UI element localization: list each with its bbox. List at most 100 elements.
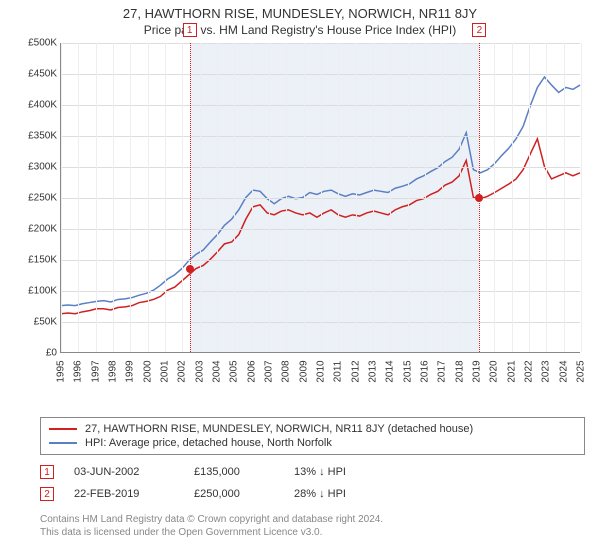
grid-line-v (356, 43, 357, 352)
grid-line-v (546, 43, 547, 352)
grid-line-v (234, 43, 235, 352)
x-axis-label: 2016 (420, 360, 431, 382)
x-axis-label: 2014 (385, 360, 396, 382)
grid-line-v (165, 43, 166, 352)
sale-marker-box: 1 (183, 23, 197, 37)
grid-line-v (529, 43, 530, 352)
x-axis-label: 2003 (194, 360, 205, 382)
y-axis-label: £250K (15, 193, 57, 204)
grid-line-v (130, 43, 131, 352)
grid-line-v (182, 43, 183, 352)
footer: Contains HM Land Registry data © Crown c… (40, 513, 585, 539)
x-axis-label: 2008 (281, 360, 292, 382)
x-axis-label: 2024 (558, 360, 569, 382)
grid-line-v (217, 43, 218, 352)
legend-swatch (49, 428, 77, 430)
y-axis-label: £500K (15, 38, 57, 49)
x-axis-label: 2013 (368, 360, 379, 382)
x-axis-label: 2023 (541, 360, 552, 382)
grid-line-v (269, 43, 270, 352)
grid-line-v (442, 43, 443, 352)
grid-line-v (460, 43, 461, 352)
chart-title: 27, HAWTHORN RISE, MUNDESLEY, NORWICH, N… (0, 0, 600, 21)
x-axis-label: 2002 (177, 360, 188, 382)
legend-item: 27, HAWTHORN RISE, MUNDESLEY, NORWICH, N… (49, 422, 576, 436)
x-axis-label: 2022 (524, 360, 535, 382)
x-axis-label: 1996 (73, 360, 84, 382)
sale-marker-line (190, 43, 191, 352)
x-axis-label: 1999 (125, 360, 136, 382)
x-axis-label: 2000 (142, 360, 153, 382)
chart-subtitle: Price paid vs. HM Land Registry's House … (0, 21, 600, 43)
y-axis-label: £0 (15, 348, 57, 359)
y-axis-label: £100K (15, 286, 57, 297)
x-axis-label: 1995 (56, 360, 67, 382)
footer-line-1: Contains HM Land Registry data © Crown c… (40, 513, 585, 526)
sale-price: £135,000 (194, 466, 274, 478)
plot-area: 1995199619971998199920002001200220032004… (60, 43, 580, 353)
sale-price: £250,000 (194, 488, 274, 500)
chart-area: 1995 1996 1997 1998 1999 2000 2001 2002 2003 2004… (15, 43, 585, 383)
grid-line-v (390, 43, 391, 352)
x-axis-label: 2020 (489, 360, 500, 382)
sale-pct: 28% ↓ HPI (294, 488, 394, 500)
legend-label: HPI: Average price, detached house, Nort… (85, 437, 332, 449)
grid-line-v (564, 43, 565, 352)
y-axis-label: £450K (15, 69, 57, 80)
grid-line-v (200, 43, 201, 352)
sale-date: 22-FEB-2019 (74, 488, 174, 500)
sale-dot (475, 194, 483, 202)
grid-line-v (373, 43, 374, 352)
grid-line-v (425, 43, 426, 352)
x-axis-label: 2025 (576, 360, 587, 382)
x-axis-label: 2009 (298, 360, 309, 382)
x-axis-label: 2004 (212, 360, 223, 382)
grid-line-v (78, 43, 79, 352)
grid-line-v (408, 43, 409, 352)
grid-line-v (113, 43, 114, 352)
sale-marker-box: 2 (472, 23, 486, 37)
grid-line-v (61, 43, 62, 352)
sale-row: 1 03-JUN-2002 £135,000 13% ↓ HPI (40, 461, 585, 483)
sale-pct: 13% ↓ HPI (294, 466, 394, 478)
x-axis-label: 2012 (350, 360, 361, 382)
x-axis-label: 2019 (472, 360, 483, 382)
grid-line-v (321, 43, 322, 352)
grid-line-v (338, 43, 339, 352)
sales-table: 1 03-JUN-2002 £135,000 13% ↓ HPI 2 22-FEB-201… (40, 461, 585, 505)
x-axis-label: 1997 (90, 360, 101, 382)
legend-label: 27, HAWTHORN RISE, MUNDESLEY, NORWICH, N… (85, 423, 473, 435)
y-axis-label: £300K (15, 162, 57, 173)
x-axis-label: 2011 (333, 361, 344, 383)
y-axis-label: £150K (15, 255, 57, 266)
sale-date: 03-JUN-2002 (74, 466, 174, 478)
grid-line-v (304, 43, 305, 352)
x-axis-label: 2005 (229, 360, 240, 382)
legend-item: HPI: Average price, detached house, Nort… (49, 436, 576, 450)
sale-dot (186, 265, 194, 273)
x-axis-label: 2006 (246, 360, 257, 382)
grid-line-v (252, 43, 253, 352)
y-axis-label: £350K (15, 131, 57, 142)
grid-line-v (581, 43, 582, 352)
grid-line-v (494, 43, 495, 352)
x-axis-label: 1998 (108, 360, 119, 382)
x-axis-label: 2015 (402, 360, 413, 382)
sale-row-marker: 1 (40, 465, 54, 479)
grid-line-v (148, 43, 149, 352)
y-axis-label: £200K (15, 224, 57, 235)
sale-row-marker: 2 (40, 487, 54, 501)
grid-line-v (96, 43, 97, 352)
sale-row: 2 22-FEB-2019 £250,000 28% ↓ HPI (40, 483, 585, 505)
x-axis-label: 2001 (160, 360, 171, 382)
legend: 27, HAWTHORN RISE, MUNDESLEY, NORWICH, N… (40, 417, 585, 455)
grid-line-v (286, 43, 287, 352)
y-axis-label: £400K (15, 100, 57, 111)
x-axis-label: 2007 (264, 360, 275, 382)
x-axis-label: 2018 (454, 360, 465, 382)
y-axis-label: £50K (15, 317, 57, 328)
footer-line-2: This data is licensed under the Open Gov… (40, 526, 585, 539)
x-axis-label: 2010 (316, 360, 327, 382)
x-axis-label: 2017 (437, 360, 448, 382)
legend-swatch (49, 442, 77, 444)
